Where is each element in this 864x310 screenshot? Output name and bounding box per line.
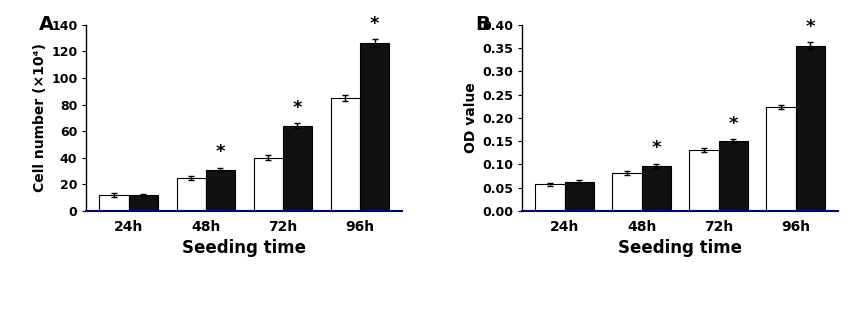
X-axis label: Seeding time: Seeding time: [182, 239, 307, 257]
Text: *: *: [805, 18, 815, 36]
Bar: [796, 46, 825, 211]
Text: *: *: [370, 15, 379, 33]
Bar: [766, 107, 796, 211]
Bar: [253, 158, 283, 211]
Bar: [360, 43, 389, 211]
Legend: Control, Overexpression: Control, Overexpression: [127, 307, 361, 310]
Bar: [331, 98, 360, 211]
Bar: [283, 126, 312, 211]
Bar: [642, 166, 671, 211]
Bar: [613, 173, 642, 211]
Bar: [564, 181, 594, 211]
Text: *: *: [293, 99, 302, 117]
Bar: [719, 141, 748, 211]
Legend: Control, Overexpression: Control, Overexpression: [563, 307, 797, 310]
Bar: [129, 195, 158, 211]
Bar: [99, 195, 129, 211]
Y-axis label: Cell number (×10⁴): Cell number (×10⁴): [33, 43, 47, 192]
X-axis label: Seeding time: Seeding time: [618, 239, 742, 257]
Y-axis label: OD value: OD value: [464, 82, 478, 153]
Text: *: *: [728, 115, 738, 133]
Bar: [689, 150, 719, 211]
Text: *: *: [216, 143, 226, 161]
Bar: [176, 178, 206, 211]
Text: A: A: [39, 16, 54, 34]
Bar: [206, 170, 235, 211]
Text: *: *: [651, 139, 661, 157]
Text: B: B: [475, 16, 490, 34]
Bar: [536, 184, 564, 211]
